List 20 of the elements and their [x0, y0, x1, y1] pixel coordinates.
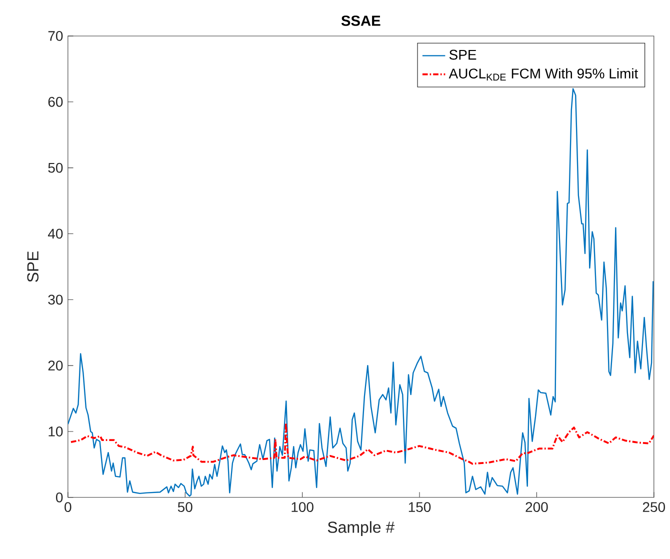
y-tick-label: 40 — [48, 228, 63, 239]
y-tick-label: 0 — [56, 492, 63, 502]
y-axis-title: SPE — [27, 251, 39, 282]
x-tick-label: 250 — [642, 502, 666, 512]
y-tick-label: 50 — [48, 162, 63, 173]
y-tick-label: 10 — [48, 426, 63, 436]
y-tick-label: 30 — [48, 294, 63, 304]
x-tick-label: 100 — [292, 502, 314, 512]
y-tick-label: 70 — [48, 30, 63, 41]
y-tick-label: 20 — [48, 360, 63, 370]
chart-title: SSAE — [341, 15, 380, 26]
legend-label: AUCL$_{KDE}$ FCM With 95% Limit — [448, 68, 638, 80]
y-tick-label: 60 — [48, 96, 63, 107]
legend-label: SPE — [449, 50, 476, 60]
x-tick-label: 50 — [178, 502, 192, 512]
line-series — [70, 422, 654, 465]
x-axis-title: Sample # — [328, 521, 395, 536]
x-tick-label: 0 — [64, 502, 72, 512]
x-tick-label: 200 — [526, 502, 548, 512]
x-tick-label: 150 — [408, 502, 431, 512]
